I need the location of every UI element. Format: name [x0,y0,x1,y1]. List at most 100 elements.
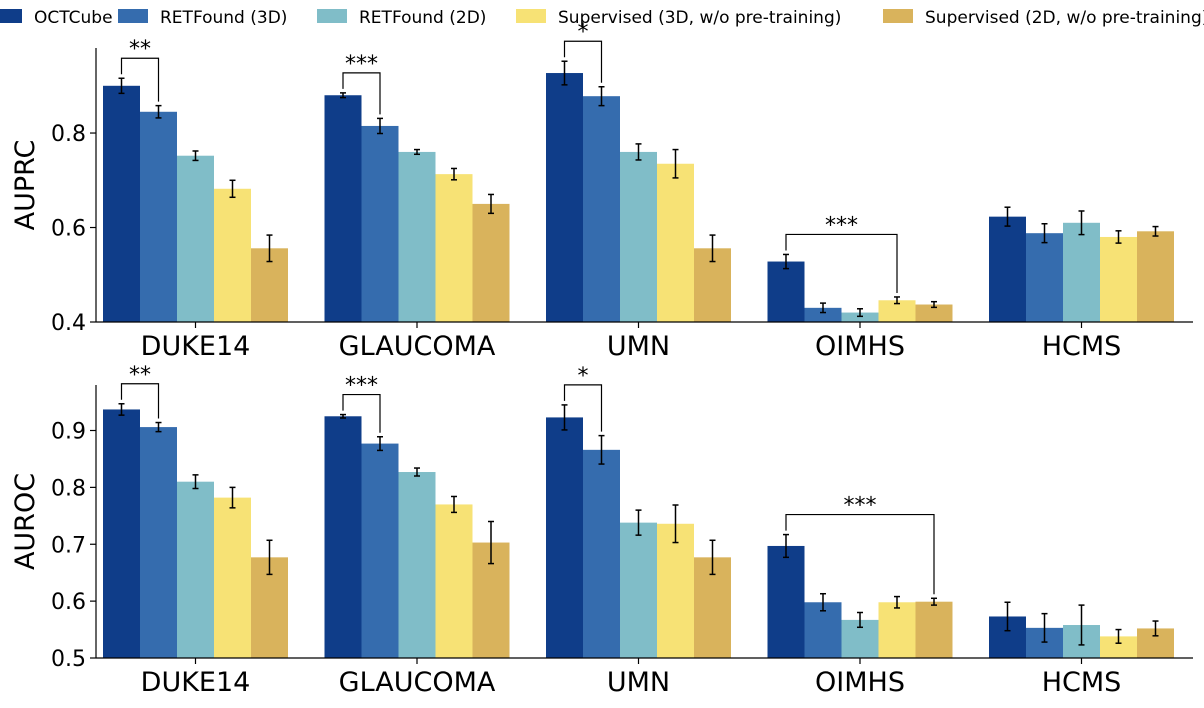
error-bar [820,302,826,314]
error-bar [857,308,863,318]
bar-auprc-oimhs-0 [767,261,805,322]
error-bar [709,234,716,263]
bar-auroc-hcms-3 [1100,636,1137,658]
bar-auprc-oimhs-4 [915,304,953,322]
significance-label: *** [844,494,877,519]
error-bar [672,504,679,544]
error-bar [488,520,494,565]
error-bar [561,60,568,86]
significance-bracket: *** [785,494,935,595]
error-bar [229,486,236,509]
significance-label: ** [129,37,151,62]
error-bar [340,413,346,419]
significance-label: * [578,364,589,389]
error-bar [451,167,457,181]
bar-auprc-glaucoma-3 [435,174,473,322]
error-bar [414,467,420,477]
significance-label: * [578,20,589,45]
error-bar [414,148,420,156]
error-bar [598,434,605,465]
x-category-label: GLAUCOMA [339,667,496,698]
bar-auprc-glaucoma-4 [472,203,510,322]
bar-auprc-hcms-4 [1137,231,1174,322]
bar-auprc-hcms-3 [1100,236,1137,322]
y-tick-label: 0.7 [51,533,86,558]
error-bar [561,404,568,431]
significance-bracket: * [563,364,603,432]
significance-label: *** [825,213,858,238]
error-bar [229,179,236,199]
bar-auprc-oimhs-1 [804,307,842,322]
error-bar [635,509,642,536]
bar-auroc-glaucoma-2 [398,472,436,658]
significance-label: *** [345,52,378,77]
bar-auprc-glaucoma-0 [324,95,362,322]
legend-swatch-4 [883,9,913,23]
bar-auprc-umn-0 [546,73,583,322]
error-bar [1078,210,1085,236]
error-bar [931,300,937,309]
auprc-panel: 0.4 0.6 0.8 AUPRC DUKE14 GLAUCOMA UMN OIMHS HCMS… [10,20,1193,362]
error-bar [1115,628,1122,644]
bar-auroc-oimhs-3 [878,602,916,658]
bar-auprc-umn-3 [657,163,694,322]
error-bar [266,234,273,263]
bar-auroc-umn-1 [583,449,620,658]
y-tick-label: 0.8 [51,122,86,147]
chart-legend: OCTCube RETFound (3D) RETFound (2D) Supervi… [0,8,1204,28]
error-bar [377,436,383,452]
bar-auroc-glaucoma-3 [435,504,473,658]
error-bar [266,539,273,576]
y-axis-title: AUROC [10,473,41,570]
y-tick-label: 0.6 [51,590,86,615]
x-category-label: HCMS [1042,331,1122,362]
legend-swatch-3 [516,9,546,23]
bar-auprc-hcms-1 [1026,233,1063,322]
legend-swatch-0 [0,9,22,23]
significance-bracket: * [563,20,603,83]
x-category-label: UMN [607,331,670,362]
y-tick-label: 0.6 [51,217,86,242]
legend-label-0: OCTCube [34,8,113,28]
significance-label: ** [129,363,151,388]
bar-auprc-hcms-2 [1063,222,1100,322]
bar-auroc-duke14-1 [140,427,177,658]
error-bar [1152,620,1159,637]
error-bar [1004,206,1011,227]
error-bar [1041,222,1048,244]
legend-label-1: RETFound (3D) [160,8,287,28]
bar-auprc-oimhs-3 [878,300,916,322]
bar-auroc-oimhs-0 [767,545,805,658]
error-bar [598,85,605,107]
error-bar [488,193,494,215]
bar-auroc-oimhs-4 [915,601,953,658]
error-bar [377,117,383,135]
error-bar [894,296,900,305]
x-category-label: OIMHS [815,331,905,362]
bar-auroc-umn-3 [657,523,694,658]
error-bar [820,592,826,612]
error-bar [635,143,642,161]
bar-auroc-duke14-3 [214,497,251,658]
x-category-label: GLAUCOMA [339,331,496,362]
bar-auprc-glaucoma-2 [398,151,436,322]
bar-auprc-duke14-0 [103,85,140,322]
error-bar [118,77,125,95]
error-bar [857,611,863,629]
error-bar [783,253,789,270]
legend-label-4: Supervised (2D, w/o pre-training) [925,8,1204,28]
error-bar [1152,225,1159,237]
error-bar [1115,230,1122,244]
bar-auprc-umn-2 [620,151,657,322]
significance-bracket: ** [120,37,160,102]
x-category-label: UMN [607,667,670,698]
significance-label: *** [345,374,378,399]
error-bar [451,495,457,514]
significance-bracket: *** [342,374,381,433]
y-axis-title: AUPRC [10,140,41,231]
bar-auprc-hcms-0 [989,216,1026,322]
bar-auprc-oimhs-2 [841,312,879,322]
error-bar [1078,604,1085,646]
error-bar [192,474,199,490]
legend-swatch-1 [118,9,148,23]
